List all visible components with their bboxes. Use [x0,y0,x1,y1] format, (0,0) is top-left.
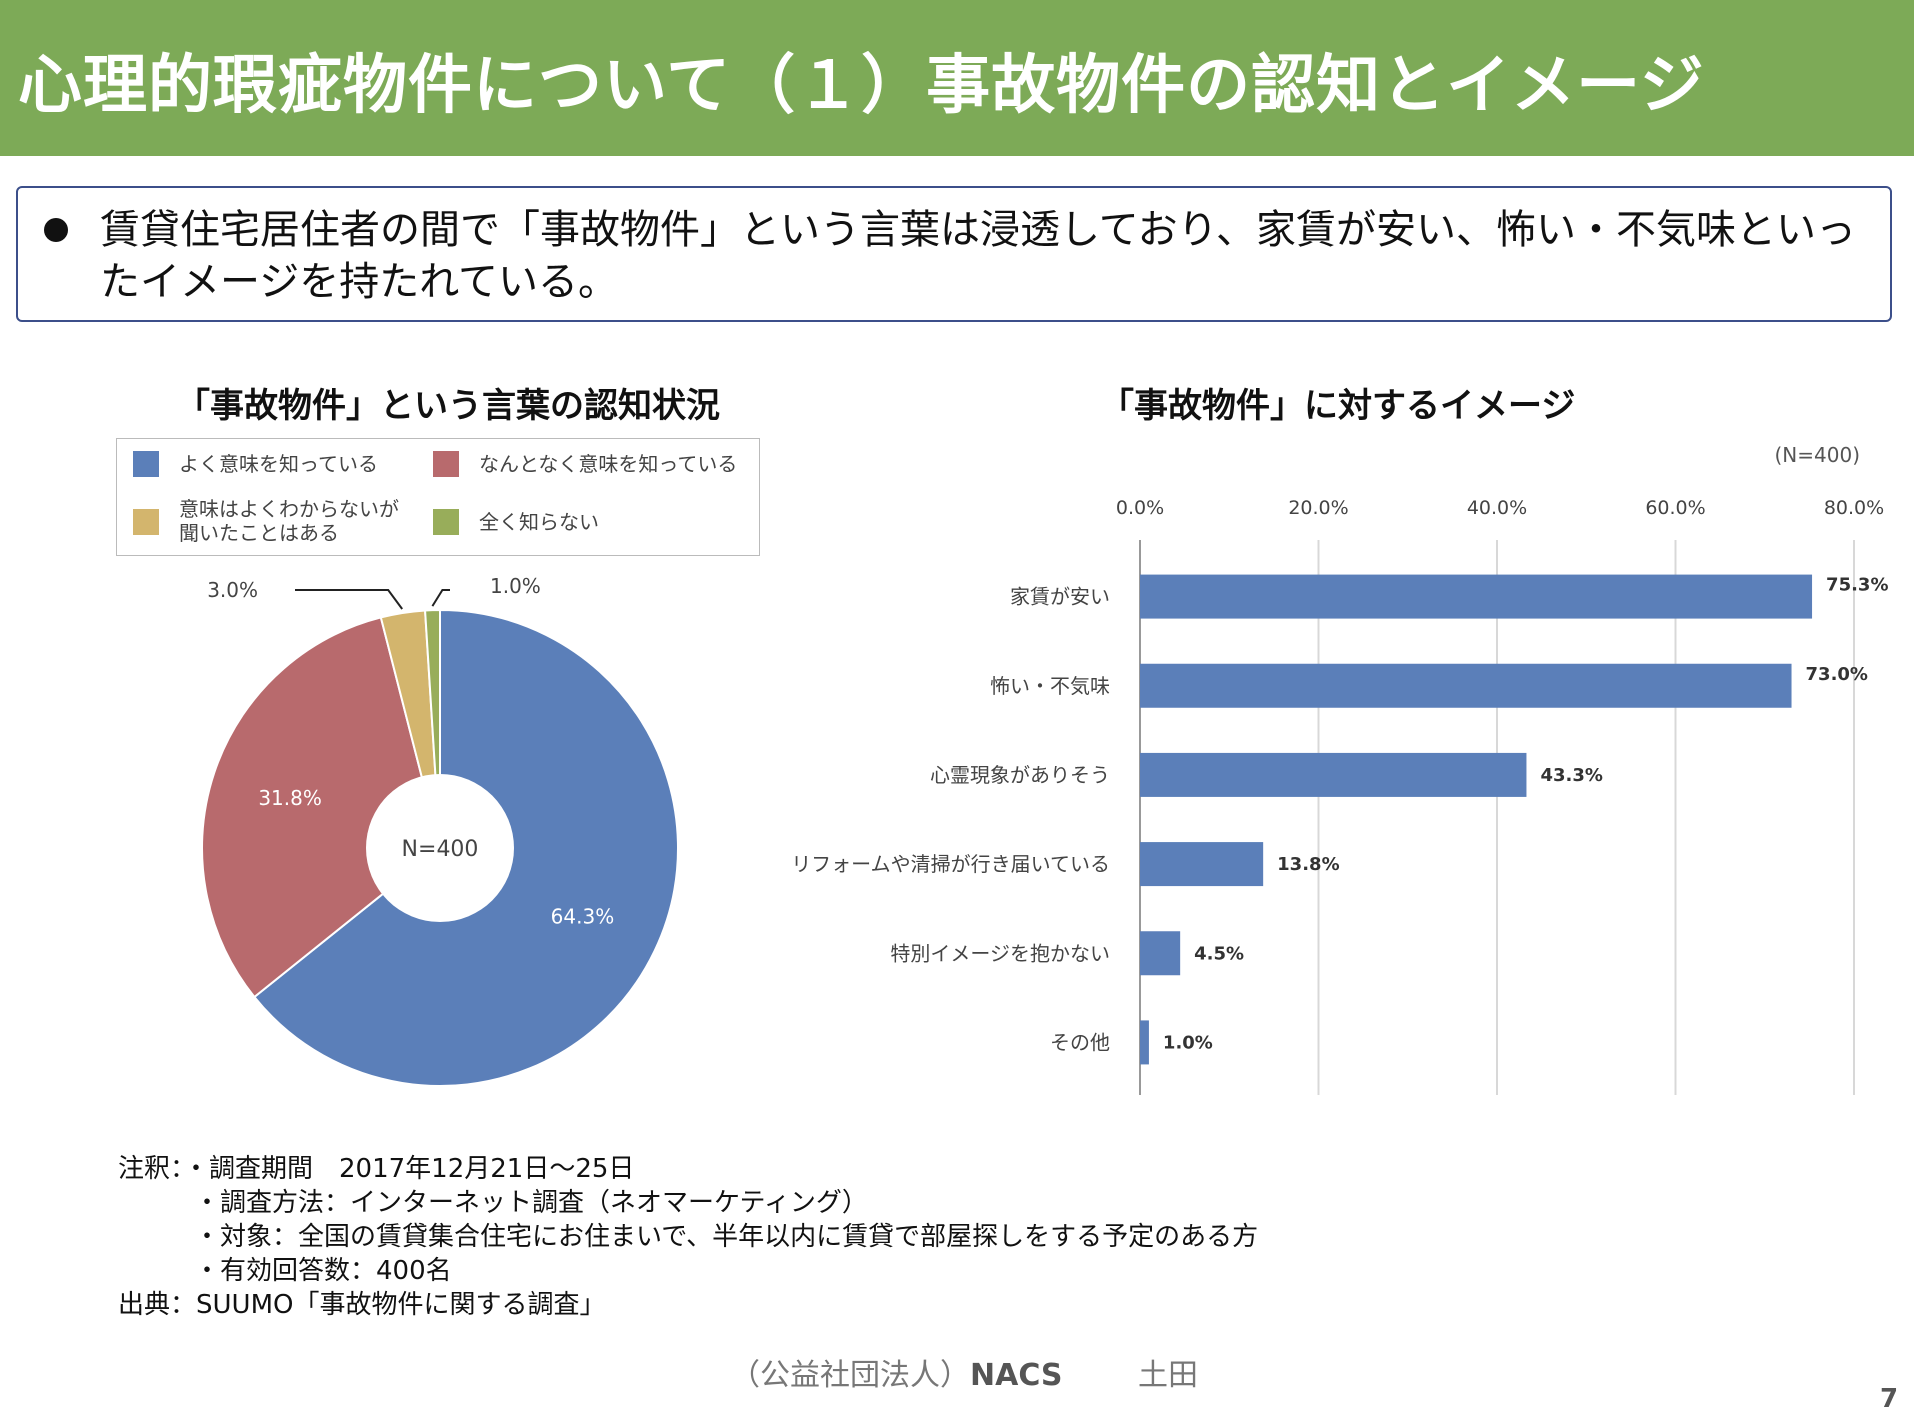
bar-value-label: 1.0% [1163,1032,1213,1053]
legend-label: 意味はよくわからないが聞いたことはある [179,497,399,545]
slide-title: 心理的瑕疵物件について（１）事故物件の認知とイメージ [18,49,1705,123]
pie-center-label: N=400 [402,837,479,862]
note-line: ・対象：全国の賃貸集合住宅にお住まいで、半年以内に賃貸で部屋探しをする予定のある… [194,1222,1259,1252]
note-line: 出典：SUUMO「事故物件に関する調査」 [118,1290,606,1320]
pie-data-label: 1.0% [490,574,541,598]
bar-value-label: 4.5% [1194,943,1244,964]
x-tick-label: 0.0% [1116,497,1164,519]
bar-value-label: 43.3% [1540,765,1602,786]
x-tick-label: 80.0% [1824,497,1884,519]
x-tick-label: 40.0% [1467,497,1527,519]
slide-header: 心理的瑕疵物件について（１）事故物件の認知とイメージ [0,0,1914,156]
legend-label: なんとなく意味を知っている [479,452,738,476]
bar-value-label: 13.8% [1277,854,1339,875]
pie-leader-line [295,589,403,610]
summary-box: 賃貸住宅居住者の間で「事故物件」という言葉は浸透しており、家賃が安い、怖い・不気… [16,186,1892,322]
bar [1140,842,1264,887]
y-category-label: リフォームや清掃が行き届いている [791,852,1110,876]
footer-org-abbr: NACS [970,1358,1063,1393]
legend-label: よく意味を知っている [179,452,378,476]
pie-data-label: 31.8% [258,786,322,810]
pie-data-label: 64.3% [551,904,615,928]
pie-leader-line [431,589,450,607]
notes: 注釈：・調査期間 2017年12月21日～25日 ・調査方法：インターネット調査… [118,1152,1258,1322]
pie-slice [201,616,442,999]
pie-legend: よく意味を知っている なんとなく意味を知っている 意味はよくわからないが聞いたこ… [116,438,760,556]
footer-name: 土田 [1138,1358,1198,1393]
pie-data-label: 3.0% [207,578,258,602]
bar [1140,931,1181,976]
legend-swatch-red [433,451,459,477]
legend-swatch-tan [133,509,159,535]
note-line: 注釈：・調査期間 2017年12月21日～25日 [118,1154,635,1184]
y-category-label: その他 [1050,1030,1110,1054]
bar [1140,752,1527,797]
sample-size-note: (N=400) [1775,443,1861,467]
y-category-label: 特別イメージを抱かない [890,941,1110,965]
bar-chart-title: 「事故物件」に対するイメージ [1100,386,1576,426]
bar [1140,663,1792,708]
note-line: ・調査方法：インターネット調査（ネオマーケティング） [194,1188,868,1218]
bullet-icon [44,218,68,242]
note-line: ・有効回答数：400名 [194,1256,452,1286]
x-tick-label: 60.0% [1645,497,1705,519]
legend-label: 全く知らない [479,510,599,534]
y-category-label: 家賃が安い [1010,585,1110,609]
bar-chart: (N=400) 0.0% 20.0% 40.0% 60.0% 80.0% 家賃が安い 75.3… [791,443,1889,1095]
pie-chart-title: 「事故物件」という言葉の認知状況 [176,386,720,426]
bar [1140,574,1813,619]
x-tick-label: 20.0% [1288,497,1348,519]
page-number: 7 [1880,1384,1899,1414]
y-category-label: 心霊現象がありそう [930,763,1110,787]
legend-swatch-blue [133,451,159,477]
bar [1140,1020,1149,1065]
footer-org: （公益社団法人）NACS [730,1350,1063,1394]
summary-text: 賃貸住宅居住者の間で「事故物件」という言葉は浸透しており、家賃が安い、怖い・不気… [100,207,1856,305]
donut-hole [366,774,514,922]
pie-chart: 64.3% 31.8% 3.0% 1.0% N=400 [201,574,679,1087]
legend-swatch-green [433,509,459,535]
bar-value-label: 75.3% [1826,575,1888,596]
bar-value-label: 73.0% [1806,664,1868,685]
y-category-label: 怖い・不気味 [990,674,1110,698]
footer-org-label: （公益社団法人） [730,1358,970,1393]
